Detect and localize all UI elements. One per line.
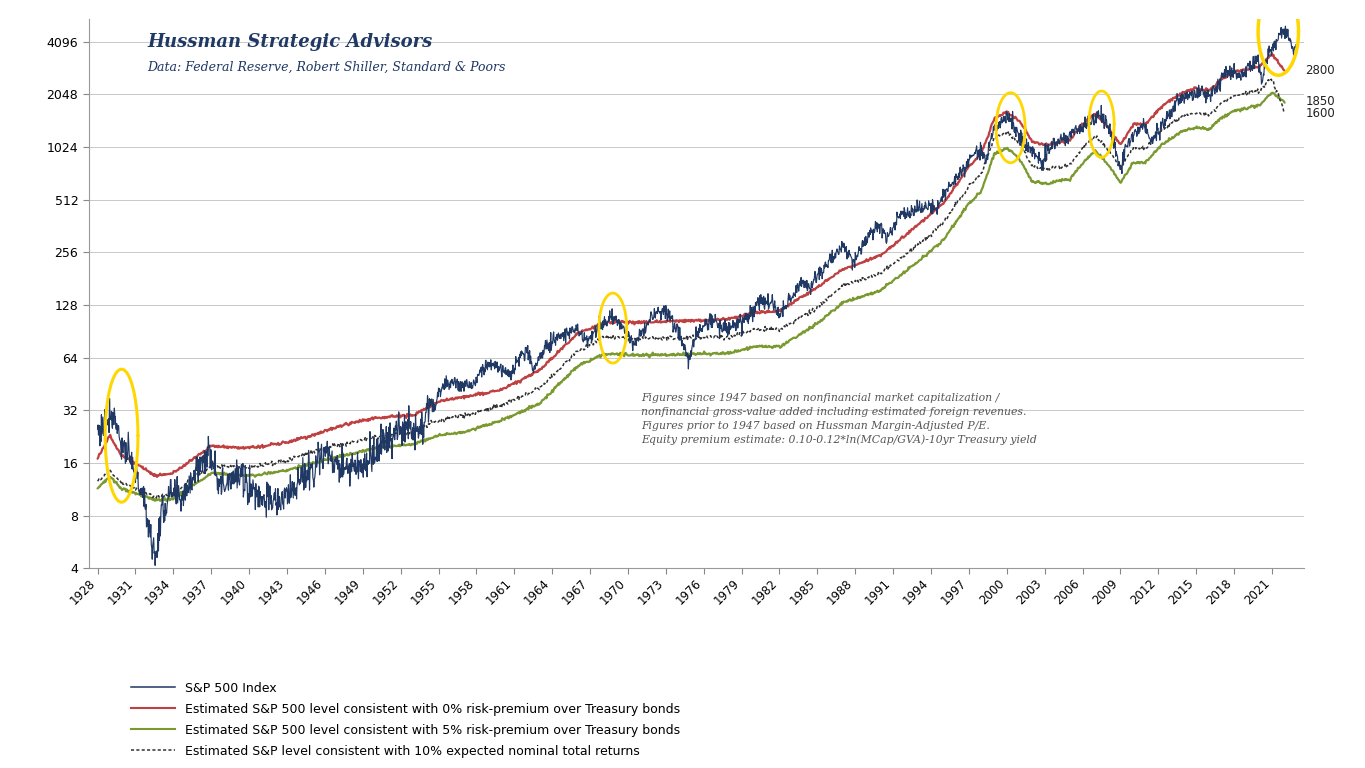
Legend: S&P 500 Index, Estimated S&P 500 level consistent with 0% risk-premium over Trea: S&P 500 Index, Estimated S&P 500 level c… xyxy=(131,682,680,758)
Text: 1600: 1600 xyxy=(1305,107,1335,120)
Text: Figures since 1947 based on nonfinancial market capitalization /
nonfinancial gr: Figures since 1947 based on nonfinancial… xyxy=(642,392,1037,445)
Text: 2800: 2800 xyxy=(1305,64,1335,77)
Text: Hussman Strategic Advisors: Hussman Strategic Advisors xyxy=(147,33,433,51)
Text: 1850: 1850 xyxy=(1305,95,1335,108)
Text: Data: Federal Reserve, Robert Shiller, Standard & Poors: Data: Federal Reserve, Robert Shiller, S… xyxy=(147,61,505,74)
